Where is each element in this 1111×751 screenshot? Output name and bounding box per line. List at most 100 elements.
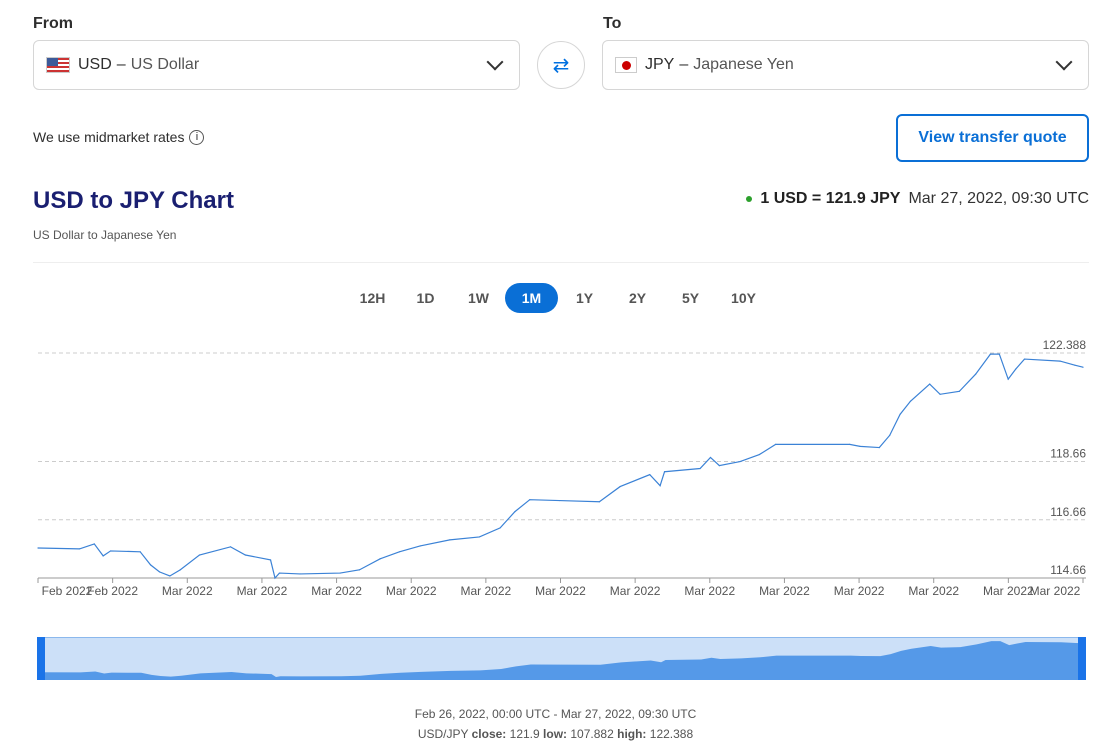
data-point (274, 577, 276, 579)
range-tab-10y[interactable]: 10Y (731, 290, 756, 306)
low-label: low: (543, 727, 568, 741)
navigator-left-handle[interactable] (37, 637, 45, 680)
data-point (244, 554, 246, 556)
to-currency-select[interactable]: JPY – Japanese Yen (602, 40, 1089, 90)
us-flag-icon (46, 57, 70, 73)
data-point (139, 551, 141, 553)
data-point (1007, 378, 1009, 380)
data-point (229, 546, 232, 548)
data-point (889, 434, 891, 436)
rate-line (37, 353, 1084, 580)
range-tab-1d[interactable]: 1D (416, 290, 435, 306)
from-code: USD (78, 56, 112, 73)
data-point (849, 443, 851, 445)
live-status-dot-icon (746, 196, 753, 202)
data-point (78, 548, 81, 550)
x-tick-label: Mar 2022 (386, 584, 437, 598)
range-navigator[interactable] (37, 637, 1086, 680)
data-point (339, 572, 341, 574)
x-tick-label: Mar 2022 (1030, 584, 1081, 598)
high-value: 122.388 (649, 727, 694, 741)
y-tick-label: 122.388 (1043, 338, 1087, 352)
data-point (478, 536, 481, 538)
x-tick-label: Mar 2022 (759, 584, 810, 598)
to-label: To (603, 15, 622, 32)
data-point (419, 545, 421, 547)
from-name: US Dollar (130, 56, 200, 73)
data-point (619, 485, 621, 488)
from-label: From (33, 15, 73, 32)
data-point (529, 499, 531, 501)
data-point (149, 564, 152, 566)
x-tick-label: Mar 2022 (162, 584, 213, 598)
from-currency-select[interactable]: USD – US Dollar (33, 40, 520, 90)
x-tick-label: Mar 2022 (684, 584, 735, 598)
data-point (859, 445, 861, 448)
y-tick-label: 118.66 (1050, 447, 1086, 461)
data-point (1074, 364, 1076, 366)
data-point (299, 573, 301, 575)
x-tick-label: Mar 2022 (610, 584, 661, 598)
data-point (278, 572, 281, 574)
data-point (998, 353, 1000, 355)
data-point (939, 393, 941, 395)
data-point (699, 467, 701, 470)
range-tab-1m[interactable]: 1M (505, 283, 558, 313)
navigator-area (39, 641, 1084, 680)
jp-flag-icon (615, 57, 637, 73)
data-point (109, 550, 112, 552)
data-point (718, 465, 720, 467)
chart-subtitle: US Dollar to Japanese Yen (33, 228, 177, 242)
data-point (158, 571, 161, 573)
navigator-right-handle[interactable] (1078, 637, 1086, 680)
to-code: JPY (645, 56, 675, 73)
x-tick-label: Mar 2022 (461, 584, 512, 598)
data-point (659, 485, 661, 487)
chart-title: USD to JPY Chart (33, 187, 234, 214)
data-point (663, 471, 666, 473)
data-point (1023, 358, 1026, 360)
data-point (398, 551, 401, 553)
x-tick-label: Mar 2022 (908, 584, 959, 598)
high-label: high: (617, 727, 647, 741)
data-point (909, 400, 912, 402)
range-tab-2y[interactable]: 2Y (628, 290, 647, 306)
data-point (1059, 360, 1061, 362)
data-point (649, 474, 651, 476)
x-tick-label: Mar 2022 (237, 584, 288, 598)
data-point (169, 575, 171, 577)
data-point (598, 501, 600, 503)
x-tick-label: Mar 2022 (983, 584, 1034, 598)
swap-currencies-button[interactable]: ⇄ (537, 41, 585, 89)
x-tick-label: Mar 2022 (311, 584, 362, 598)
period-range: Feb 26, 2022, 00:00 UTC - Mar 27, 2022, … (414, 707, 697, 721)
summary-stats: USD/JPY close: 121.9 low: 107.882 high: … (0, 727, 1111, 741)
range-tab-1y[interactable]: 1Y (575, 290, 594, 306)
data-point (514, 511, 516, 513)
x-tick-label: Mar 2022 (535, 584, 586, 598)
range-tab-1w[interactable]: 1W (468, 290, 489, 306)
x-tick-label: Feb 2022 (42, 584, 93, 598)
data-point (975, 373, 977, 375)
chevron-down-icon (486, 53, 504, 71)
view-transfer-quote-button[interactable]: View transfer quote (896, 114, 1089, 162)
close-value: 121.9 (509, 727, 540, 741)
data-point (37, 547, 39, 549)
range-tab-12h[interactable]: 12H (359, 290, 386, 306)
range-tab-5y[interactable]: 5Y (681, 290, 700, 306)
current-rate: 1 USD = 121.9 JPY (760, 190, 901, 207)
chevron-down-icon (1055, 53, 1073, 71)
low-value: 107.882 (570, 727, 614, 741)
x-tick-label: Mar 2022 (834, 584, 885, 598)
swap-arrows-icon: ⇄ (552, 54, 570, 77)
data-point (1082, 366, 1084, 368)
divider (33, 262, 1089, 263)
range-tabs: 12H 1D 1W 1M 1Y 2Y 5Y 10Y (346, 283, 770, 313)
close-label: close: (471, 727, 507, 741)
info-icon[interactable]: i (189, 129, 205, 145)
data-point (1015, 368, 1017, 370)
data-point (989, 353, 992, 355)
data-point (739, 460, 741, 463)
data-point (93, 543, 95, 545)
